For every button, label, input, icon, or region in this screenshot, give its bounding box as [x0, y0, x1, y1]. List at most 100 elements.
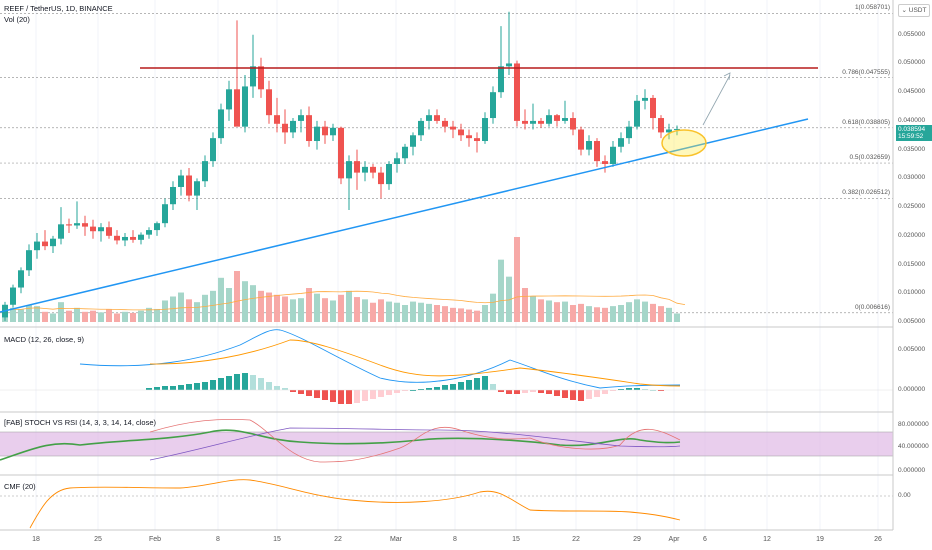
volume-bar — [218, 277, 224, 322]
candle-body — [482, 118, 488, 142]
price-tick: 0.010000 — [898, 289, 926, 297]
volume-bar — [546, 300, 552, 322]
cmf-tick: 0.00 — [898, 492, 911, 499]
candle-body — [330, 127, 336, 136]
volume-bar — [482, 305, 488, 322]
price-tick: 0.055000 — [898, 30, 926, 38]
volume-bar — [234, 271, 240, 322]
volume-bar — [306, 288, 312, 322]
pane-dividers[interactable] — [0, 0, 894, 531]
volume-bar — [466, 309, 472, 322]
price-tick: 0.015000 — [898, 260, 926, 268]
macd-histogram-bar — [218, 378, 224, 390]
candle-body — [466, 135, 472, 139]
arrow-head-icon — [723, 72, 731, 81]
macd-line — [79, 329, 681, 389]
candle-body — [618, 138, 624, 147]
candle-body — [362, 166, 368, 173]
volume-bar — [666, 307, 672, 322]
volume-bar — [194, 302, 200, 322]
candle-body — [434, 115, 440, 121]
candle-body — [226, 89, 232, 110]
volume-bar — [426, 303, 432, 322]
candle-body — [162, 204, 168, 224]
cmf-line — [29, 479, 681, 529]
macd-histogram-bar — [154, 387, 160, 390]
cmf-title[interactable]: CMF (20) — [4, 482, 36, 491]
volume-bar — [66, 310, 72, 322]
symbol-title[interactable]: REEF / TetherUS, 1D, BINANCE — [4, 4, 113, 13]
macd-histogram-bar — [362, 390, 368, 401]
volume-bar — [290, 299, 296, 322]
macd-histogram-bar — [442, 385, 448, 390]
price-tick: 0.045000 — [898, 88, 926, 96]
macd-histogram-bar — [242, 373, 248, 390]
volume-bar — [370, 302, 376, 322]
macd-histogram-bar — [338, 390, 344, 404]
candle-body — [50, 238, 56, 247]
volume-bar — [114, 313, 120, 322]
signal-line — [149, 339, 681, 387]
time-tick: 8 — [453, 536, 457, 543]
time-tick: Feb — [148, 536, 162, 543]
volume-bar — [634, 299, 640, 322]
macd-histogram-bar — [458, 382, 464, 390]
currency-badge[interactable]: ⌄ USDT — [898, 4, 930, 17]
time-tick: 26 — [874, 536, 882, 543]
volume-bar — [434, 305, 440, 322]
macd-histogram-bar — [410, 390, 416, 391]
candle-body — [346, 161, 352, 179]
candle-body — [522, 120, 528, 124]
volume-bar — [418, 302, 424, 322]
macd-histogram-bar — [522, 390, 528, 393]
candle-body — [538, 120, 544, 124]
macd-histogram-bar — [266, 382, 272, 390]
macd-histogram-bar — [234, 374, 240, 390]
volume-bar — [18, 309, 24, 322]
volume-bar — [490, 293, 496, 322]
candle-body — [58, 224, 64, 239]
candle-body — [258, 66, 264, 90]
candle-body — [242, 86, 248, 127]
macd-histogram-bar — [626, 388, 632, 390]
macd-histogram-bar — [618, 389, 624, 390]
volume-bar — [26, 305, 32, 322]
macd-title[interactable]: MACD (12, 26, close, 9) — [4, 335, 85, 344]
stoch-title[interactable]: [FAB] STOCH VS RSI (14, 3, 3, 14, 14, cl… — [4, 418, 157, 427]
volume-bar — [586, 306, 592, 322]
macd-histogram-bar — [370, 390, 376, 399]
fibonacci-levels[interactable] — [0, 13, 893, 314]
candle-body — [474, 138, 480, 142]
fib-level-label: 0.5(0.032659) — [849, 154, 890, 162]
chart-drawings[interactable] — [0, 67, 818, 313]
price-tick: 0.050000 — [898, 59, 926, 67]
volume-bar — [138, 310, 144, 322]
volume-bar — [162, 300, 168, 322]
candle-body — [634, 100, 640, 127]
volume-bar — [330, 300, 336, 322]
volume-title[interactable]: Vol (20) — [4, 15, 30, 24]
volume-bar — [402, 305, 408, 322]
time-tick: 15 — [273, 536, 281, 543]
volume-bar — [346, 290, 352, 322]
candle-body — [114, 235, 120, 241]
candle-body — [370, 166, 376, 173]
macd-histogram-bar — [434, 387, 440, 390]
volume-bar — [58, 302, 64, 322]
volume-bar — [42, 311, 48, 322]
candle-body — [410, 135, 416, 147]
stoch-k-line — [0, 429, 681, 461]
macd-histogram-bar — [314, 390, 320, 398]
volume-bar — [650, 303, 656, 322]
candle-body — [210, 138, 216, 162]
volume-bar — [242, 281, 248, 322]
volume-bar — [658, 306, 664, 322]
volume-bar — [106, 309, 112, 322]
volume-bar — [10, 307, 16, 322]
candle-body — [130, 236, 136, 240]
volume-bar — [674, 313, 680, 322]
candle-body — [490, 92, 496, 119]
macd-histogram-bar — [170, 386, 176, 390]
candle-body — [626, 126, 632, 139]
